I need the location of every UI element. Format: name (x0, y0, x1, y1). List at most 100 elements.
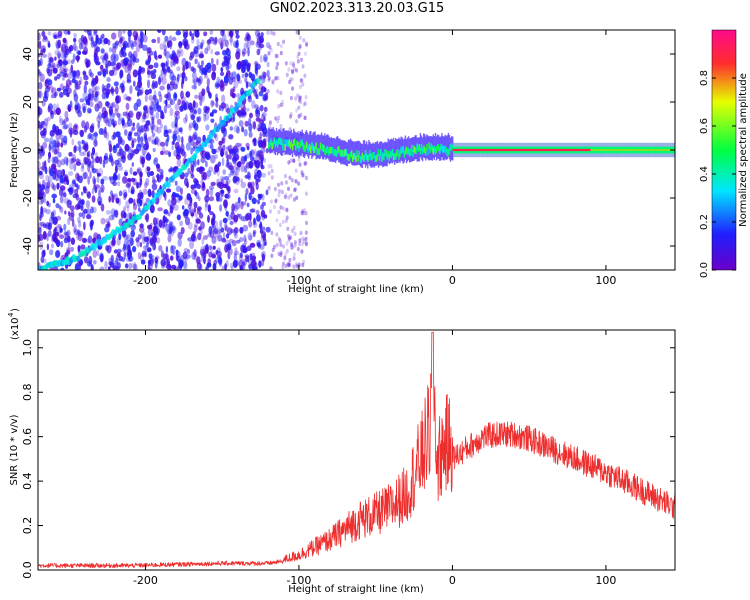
spectrogram-noise-cell (96, 115, 102, 123)
spectrogram-line-cell (227, 112, 233, 119)
spectrogram-noise-cell (248, 123, 253, 132)
spectrogram-noise-cell (92, 249, 98, 258)
spectrogram-noise-cell (57, 151, 62, 158)
spectrogram-noise-cell (284, 252, 287, 257)
snr-x-tick-label: 100 (595, 574, 616, 587)
spectrogram-noise-cell (287, 238, 291, 243)
spectrogram-noise-cell (214, 36, 218, 44)
spectrogram-noise-cell (248, 192, 252, 201)
spectrogram-noise-cell (117, 157, 123, 163)
spectrogram-band-core (339, 149, 341, 156)
spectrogram-noise-cell (95, 61, 101, 66)
spectrogram-noise-cell (73, 123, 79, 132)
spectrogram-noise-cell (279, 44, 283, 49)
spectrogram-noise-cell (68, 46, 71, 53)
spectrogram-noise-cell (220, 71, 225, 76)
spectrogram-noise-cell (198, 95, 201, 101)
spectrogram-noise-cell (88, 88, 92, 95)
spectrogram-noise-cell (113, 60, 116, 66)
spectrogram-noise-cell (39, 184, 46, 191)
spectrogram-band-halo (425, 136, 427, 161)
spectrogram-noise-cell (77, 200, 81, 206)
spectrogram-noise-cell (279, 252, 283, 257)
spectrogram-noise-cell (131, 238, 135, 246)
spectrogram-noise-cell (287, 67, 291, 72)
spectrogram-noise-cell (46, 67, 50, 74)
spectrogram-band-halo (309, 131, 311, 156)
spectrogram-band-core (337, 147, 339, 154)
spectrogram-noise-cell (193, 78, 197, 86)
spectrogram-noise-cell (228, 148, 234, 154)
spectrogram-noise-cell (86, 238, 91, 243)
spectrogram-noise-cell (289, 112, 293, 117)
spectrogram-noise-cell (297, 157, 301, 163)
spectrogram-band-core (440, 143, 442, 151)
spectrogram-noise-cell (106, 77, 111, 83)
spectrogram-noise-cell (81, 162, 85, 169)
spectrogram-noise-cell (301, 241, 305, 246)
spectrogram-band-halo (388, 140, 390, 165)
spectrogram-noise-cell (121, 86, 124, 94)
spectrogram-noise-cell (226, 62, 232, 70)
spectrogram-noise-cell (131, 126, 136, 132)
spectrogram-noise-cell (78, 80, 81, 86)
spectrogram-noise-cell (240, 146, 246, 152)
spectrogram-noise-cell (246, 40, 249, 49)
spectrogram-noise-cell (155, 55, 158, 61)
spectrogram-noise-cell (304, 95, 308, 100)
spectrogram-band-core (348, 154, 351, 161)
spectrogram-noise-cell (54, 226, 58, 231)
spectrogram-noise-cell (175, 252, 179, 261)
spectrogram-band-halo (376, 140, 379, 165)
spectrogram-noise-cell (224, 39, 229, 48)
spectrogram-noise-cell (152, 147, 156, 153)
spectrogram-band-core (447, 149, 450, 156)
spectrogram-band-core (273, 137, 275, 145)
spectrogram-noise-cell (222, 144, 226, 151)
spectrogram-noise-cell (289, 61, 293, 66)
spectrogram-noise-cell (133, 80, 136, 87)
spectrogram-noise-cell (303, 73, 307, 79)
spectrogram-noise-cell (46, 233, 49, 242)
spectrogram-band-core (340, 150, 342, 157)
spectrogram-noise-cell (190, 36, 195, 44)
spectrogram-band-core (371, 153, 373, 161)
spectrogram-noise-cell (301, 236, 305, 241)
spectrogram-band-core (388, 154, 390, 161)
spectrogram-band-core (445, 147, 447, 154)
spectrogram-noise-cell (222, 217, 228, 224)
spectrogram-band-core (355, 155, 357, 163)
spectrogram-noise-cell (142, 188, 148, 195)
spectrogram-band-core (274, 140, 277, 148)
spectrogram-noise-cell (274, 116, 278, 121)
spectrogram-noise-cell (260, 32, 264, 37)
spectrogram-noise-cell (77, 260, 83, 267)
spectrogram-noise-cell (293, 231, 297, 236)
spectrogram-noise-cell (47, 222, 52, 231)
spectrogram-noise-cell (90, 152, 94, 160)
spectrogram-noise-cell (199, 150, 204, 156)
spectrogram-noise-cell (113, 210, 118, 215)
spectrogram-noise-cell (118, 113, 122, 121)
spectrogram-noise-cell (230, 37, 233, 46)
spectrogram-noise-cell (153, 94, 157, 100)
snr-multiplier-exp: 4 (7, 312, 15, 317)
spectrogram-noise-cell (136, 91, 140, 97)
spectrogram-noise-cell (220, 30, 225, 37)
spectrogram-noise-cell (58, 59, 62, 65)
spectrogram-noise-cell (82, 150, 87, 156)
spectrogram-noise-cell (89, 125, 95, 133)
spectrogram-noise-cell (149, 122, 155, 130)
spectrogram-noise-cell (265, 226, 271, 233)
spectrogram-noise-cell (62, 60, 69, 66)
spectrogram-noise-cell (183, 151, 187, 159)
spectrogram-marks (38, 30, 675, 270)
spectrogram-noise-cell (83, 221, 86, 231)
spectrogram-noise-cell (44, 137, 50, 143)
spectrogram-noise-cell (47, 31, 52, 36)
spectrogram-noise-cell (218, 189, 225, 195)
spectrogram-noise-cell (189, 200, 193, 207)
spectrogram-noise-cell (174, 122, 178, 128)
spectrogram-band-core (285, 139, 287, 147)
spectrogram-band-core (281, 138, 283, 146)
